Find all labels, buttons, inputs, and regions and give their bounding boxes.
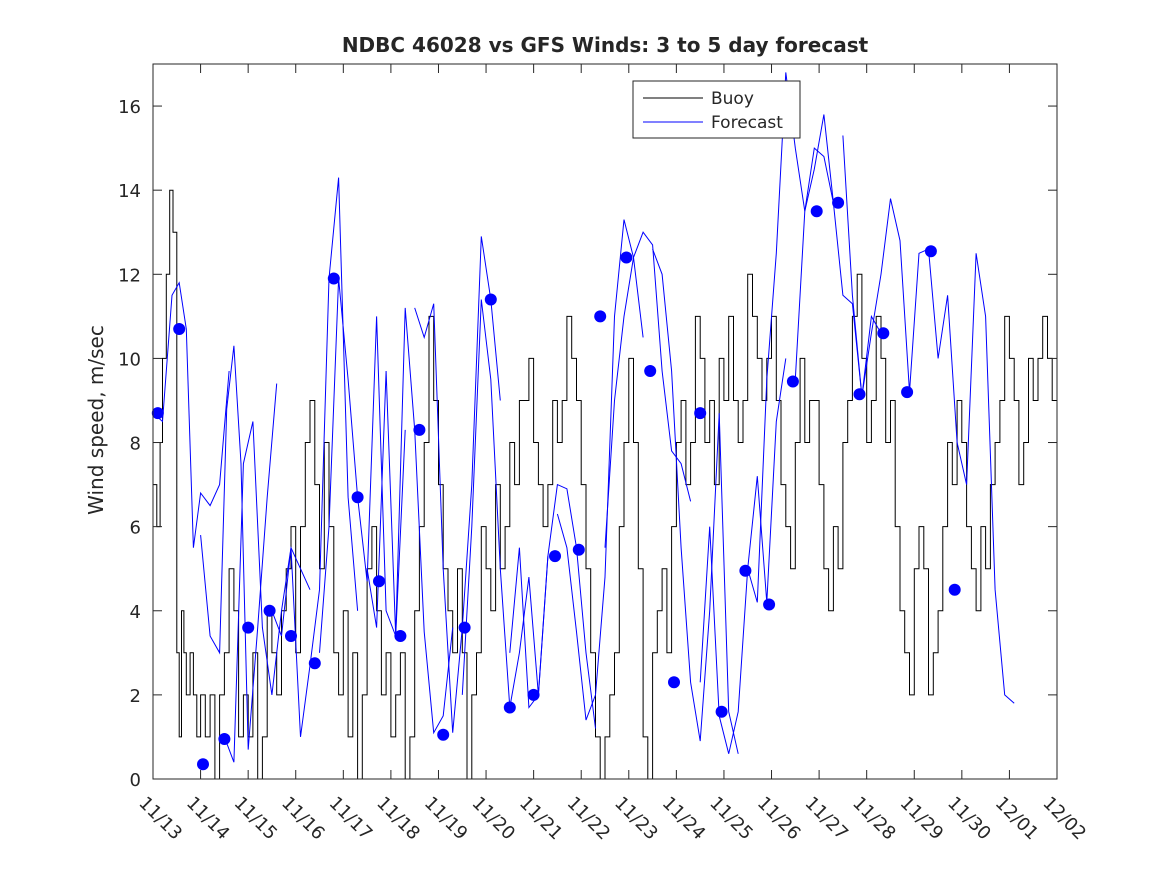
forecast-run-line-12	[652, 248, 739, 754]
legend: Buoy Forecast	[632, 80, 801, 139]
forecast-marker	[877, 327, 890, 340]
forecast-marker	[527, 688, 540, 701]
forecast-marker	[644, 365, 657, 377]
forecast-run-line-9	[509, 483, 596, 729]
forecast-marker	[594, 310, 607, 323]
forecast-marker	[327, 272, 340, 285]
marker-layer	[151, 196, 961, 771]
forecast-marker	[413, 423, 426, 436]
forecast-marker	[197, 758, 209, 771]
forecast-run-line-15	[794, 147, 882, 397]
y-tick-label: 2	[130, 686, 141, 707]
forecast-marker	[668, 676, 680, 689]
forecast-marker	[739, 564, 752, 577]
forecast-marker	[853, 388, 866, 401]
forecast-marker	[458, 621, 471, 634]
legend-forecast-label: Forecast	[711, 113, 783, 133]
forecast-run-line-10	[556, 219, 644, 721]
y-tick-label: 0	[130, 770, 141, 791]
forecast-run-line-13	[699, 358, 787, 754]
legend-box	[632, 80, 801, 139]
forecast-marker	[503, 701, 516, 714]
forecast-marker	[948, 583, 961, 596]
forecast-marker	[484, 293, 497, 306]
y-tick-label: 4	[130, 602, 141, 623]
forecast-marker	[901, 386, 914, 399]
forecast-marker	[694, 407, 707, 420]
forecast-marker	[173, 323, 186, 335]
forecast-marker	[394, 630, 407, 642]
forecast-run-line-17	[928, 249, 1015, 704]
plot-area-frame	[152, 63, 1058, 780]
chart-title: NDBC 46028 vs GFS Winds: 3 to 5 day fore…	[342, 33, 869, 57]
forecast-marker	[620, 251, 633, 264]
forecast-marker	[810, 205, 823, 218]
y-tick-label: 14	[118, 181, 141, 202]
forecast-marker	[786, 375, 799, 388]
forecast-run-line-6	[366, 307, 454, 735]
forecast-marker	[218, 733, 231, 745]
forecast-marker	[373, 575, 385, 588]
y-tick-label: 16	[118, 97, 141, 118]
series-layer	[153, 72, 1057, 779]
forecast-marker	[832, 196, 845, 209]
forecast-run-line-16	[842, 135, 929, 397]
y-tick-label: 8	[130, 434, 141, 455]
forecast-marker	[285, 630, 297, 642]
forecast-run-line-2	[200, 345, 278, 750]
forecast-marker	[549, 550, 561, 563]
forecast-run-line-8	[461, 299, 549, 708]
forecast-marker	[437, 728, 450, 741]
forecast-marker	[308, 657, 321, 670]
forecast-marker	[924, 245, 937, 258]
y-tick-label: 12	[118, 265, 141, 286]
forecast-run-line-7	[414, 236, 501, 733]
forecast-run-line-3	[223, 421, 311, 763]
forecast-marker	[242, 621, 255, 634]
forecast-run-line-1	[153, 281, 230, 548]
y-tick-label: 6	[130, 518, 141, 539]
forecast-run-line-5	[319, 278, 406, 653]
forecast-marker	[715, 705, 728, 718]
forecast-marker	[763, 598, 776, 611]
y-axis-label: Wind speed, m/sec	[84, 325, 108, 515]
forecast-marker	[572, 543, 585, 556]
y-tick-label: 10	[118, 349, 141, 370]
forecast-run-line-4	[271, 177, 359, 737]
legend-buoy-label: Buoy	[711, 89, 754, 109]
forecast-marker	[351, 491, 364, 504]
forecast-marker	[151, 407, 164, 420]
forecast-marker	[263, 604, 276, 617]
